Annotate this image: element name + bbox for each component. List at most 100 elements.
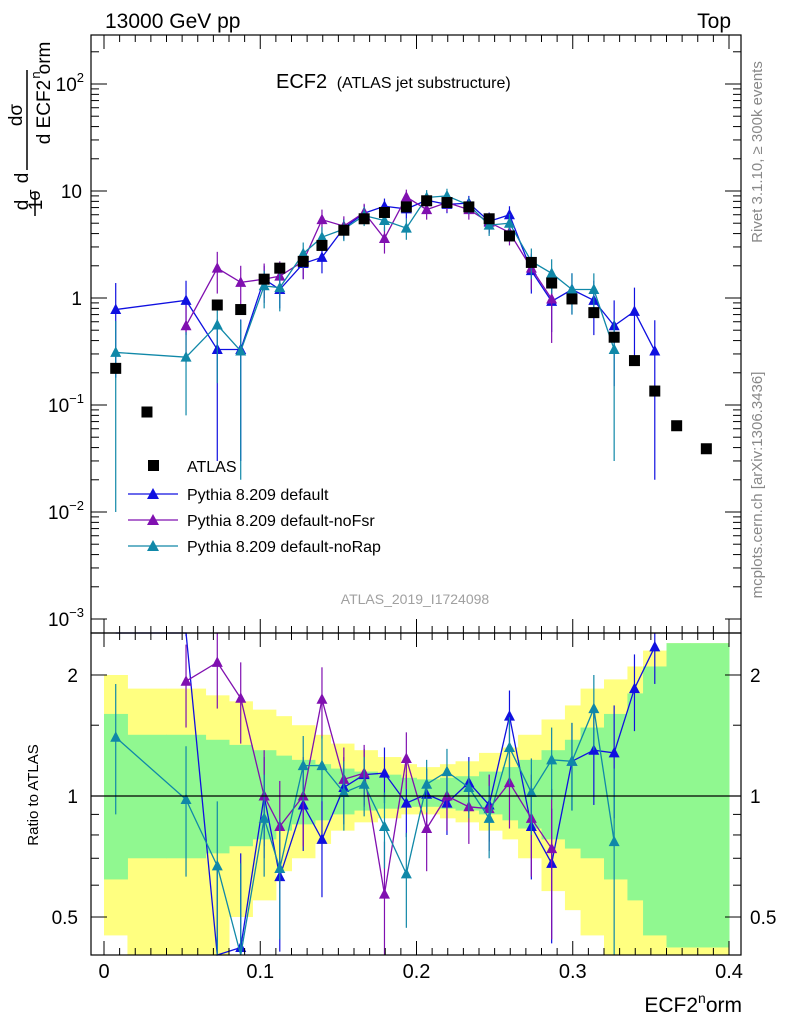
legend-entry-nofsr: Pythia 8.209 default-noFsr bbox=[128, 513, 375, 530]
y-tick-label: 10−3 bbox=[48, 605, 84, 631]
data-point bbox=[503, 741, 515, 753]
x-tick-label: 0.2 bbox=[403, 961, 431, 983]
data-point bbox=[235, 344, 247, 356]
data-point bbox=[338, 786, 350, 798]
data-point bbox=[566, 293, 578, 305]
data-point bbox=[700, 443, 712, 455]
data-point bbox=[400, 752, 412, 763]
band-green bbox=[541, 750, 566, 840]
legend-entry-default: Pythia 8.209 default bbox=[128, 487, 329, 504]
data-point bbox=[235, 304, 247, 316]
header-left: 13000 GeV pp bbox=[105, 10, 240, 33]
x-tick-label: 0.1 bbox=[246, 961, 274, 983]
analysis-id: ATLAS_2019_I1724098 bbox=[341, 591, 490, 607]
data-point bbox=[463, 201, 475, 213]
data-point bbox=[441, 197, 453, 209]
data-point bbox=[211, 859, 223, 871]
data-point bbox=[211, 299, 223, 311]
data-point bbox=[211, 262, 223, 273]
svg-text:d: d bbox=[12, 200, 33, 211]
data-point bbox=[400, 222, 412, 233]
svg-text:n: n bbox=[28, 71, 43, 78]
ratio-tick-label-right: 1 bbox=[750, 787, 761, 808]
data-point bbox=[503, 217, 515, 228]
svg-text:σ: σ bbox=[24, 189, 44, 200]
side-label-rivet: Rivet 3.1.10, ≥ 300k events bbox=[749, 61, 766, 243]
x-tick-label: 0.3 bbox=[559, 961, 587, 983]
data-point bbox=[297, 255, 309, 267]
data-point bbox=[358, 213, 370, 225]
data-point bbox=[525, 786, 537, 798]
ratio-tick-label-left: 0.5 bbox=[52, 908, 78, 929]
data-point bbox=[421, 203, 433, 215]
data-point bbox=[297, 247, 309, 259]
band-green bbox=[689, 643, 730, 948]
svg-text:1: 1 bbox=[26, 200, 47, 211]
data-point bbox=[316, 251, 328, 262]
data-point bbox=[421, 778, 433, 789]
data-point bbox=[400, 190, 412, 202]
data-point bbox=[588, 283, 600, 295]
ratio-tick-label-right: 2 bbox=[750, 666, 761, 687]
x-axis-label: ECF2norm bbox=[644, 990, 742, 1017]
data-point bbox=[463, 781, 475, 792]
data-point bbox=[628, 355, 640, 367]
band-green bbox=[564, 739, 582, 849]
data-point bbox=[110, 303, 122, 315]
data-point bbox=[546, 842, 558, 854]
data-point bbox=[546, 292, 558, 304]
series-line bbox=[115, 706, 615, 956]
data-point bbox=[211, 656, 223, 667]
data-point bbox=[316, 693, 328, 704]
data-point bbox=[421, 822, 433, 834]
legend-marker-norap bbox=[147, 540, 159, 551]
band-green bbox=[580, 727, 605, 859]
data-point bbox=[483, 812, 495, 823]
data-point bbox=[503, 710, 515, 721]
data-series-layer bbox=[110, 188, 712, 956]
data-point bbox=[649, 385, 661, 397]
data-point bbox=[400, 797, 412, 808]
legend-label-norap: Pythia 8.209 default-noRap bbox=[187, 539, 381, 556]
data-point bbox=[588, 702, 600, 714]
header-right: Top bbox=[697, 10, 731, 33]
data-point bbox=[628, 682, 640, 694]
data-point bbox=[316, 239, 328, 251]
data-point bbox=[110, 362, 122, 374]
data-point bbox=[235, 276, 247, 287]
ratio-tick-label-left: 1 bbox=[67, 787, 78, 808]
data-point bbox=[546, 277, 558, 289]
data-point bbox=[378, 214, 390, 226]
y-tick-label: 10−1 bbox=[48, 391, 84, 417]
data-point bbox=[180, 675, 192, 686]
data-point bbox=[316, 231, 328, 242]
legend-entry-norap: Pythia 8.209 default-noRap bbox=[128, 539, 381, 556]
y-tick-label: 102 bbox=[56, 70, 84, 96]
data-point bbox=[258, 273, 270, 285]
data-point bbox=[378, 820, 390, 831]
series-line bbox=[115, 195, 615, 358]
data-point bbox=[110, 346, 122, 357]
y-tick-label: 10 bbox=[61, 182, 82, 203]
data-point bbox=[316, 833, 328, 844]
data-point bbox=[110, 731, 122, 742]
data-point bbox=[258, 279, 270, 291]
data-point bbox=[274, 262, 286, 274]
data-point bbox=[546, 753, 558, 765]
data-point bbox=[608, 331, 620, 343]
svg-text:dσ: dσ bbox=[6, 104, 27, 127]
data-point bbox=[297, 759, 309, 771]
data-point bbox=[649, 344, 661, 356]
legend-entry-atlas: ATLAS bbox=[148, 459, 237, 476]
band-green bbox=[377, 774, 402, 809]
band-green bbox=[275, 755, 292, 831]
data-point bbox=[628, 305, 640, 316]
legend: ATLAS Pythia 8.209 default Pythia 8.209 … bbox=[128, 459, 381, 556]
data-point bbox=[274, 281, 286, 293]
data-point bbox=[274, 862, 286, 874]
data-point bbox=[649, 640, 661, 652]
x-axis-label-tail: orm bbox=[706, 994, 742, 1017]
side-label-mcplots: mcplots.cern.ch [arXiv:1306.3436] bbox=[749, 372, 766, 599]
data-point bbox=[258, 812, 270, 823]
